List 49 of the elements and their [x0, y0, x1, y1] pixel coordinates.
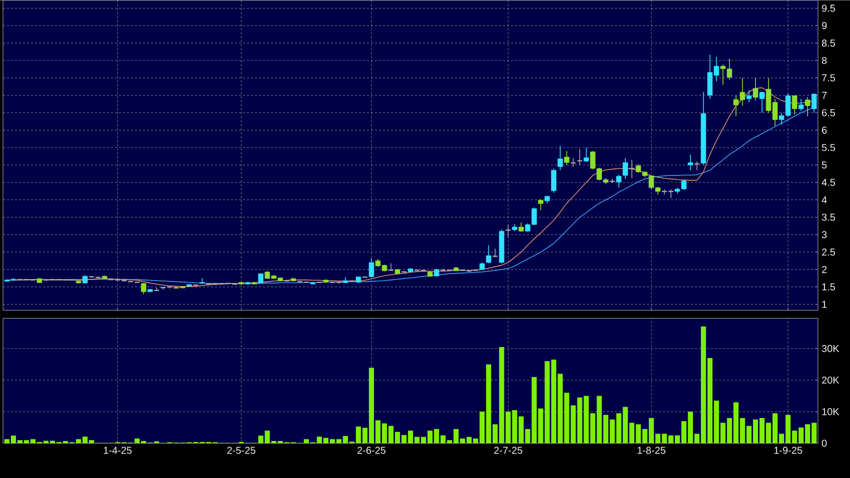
y-tick-label: 4.5 — [822, 178, 836, 186]
candlestick — [492, 248, 498, 258]
y-tick-label: 30K — [822, 344, 840, 352]
x-tick-label: 2-5-25 — [227, 446, 256, 454]
y-tick-label: 1.5 — [822, 283, 836, 290]
y-tick-label: 7 — [822, 92, 827, 99]
y-tick-label: 3 — [822, 231, 827, 238]
y-tick-label: 5.5 — [822, 144, 836, 151]
y-tick-label: 2 — [822, 266, 827, 273]
candlestick — [804, 96, 810, 117]
x-tick-label: 2-7-25 — [494, 446, 522, 454]
candlestick — [558, 145, 563, 171]
y-tick-label: 20K — [822, 376, 840, 384]
candlestick — [486, 244, 492, 264]
candlestick — [752, 77, 758, 101]
x-tick-label: 1-8-25 — [638, 446, 666, 454]
y-tick-label: 4 — [822, 196, 827, 204]
candlestick — [759, 91, 765, 114]
y-tick-label: 2.5 — [822, 248, 836, 256]
candlestick — [564, 150, 570, 166]
y-tick-label: 8.5 — [822, 39, 836, 47]
y-tick-label: 5 — [822, 161, 827, 168]
candlestick — [798, 98, 804, 112]
x-tick-label: 1-4-25 — [104, 446, 132, 454]
candlestick — [551, 168, 556, 194]
y-tick-label: 3.5 — [822, 214, 836, 221]
y-tick-label: 10K — [822, 408, 840, 416]
y-tick-label: 1 — [822, 300, 827, 308]
candlestick — [622, 158, 628, 180]
y-tick-label: 7.5 — [822, 74, 836, 82]
candlestick — [688, 154, 694, 171]
y-tick-label: 9 — [822, 22, 827, 30]
candlestick — [518, 222, 524, 232]
x-tick-label: 2-6-25 — [358, 446, 386, 454]
candlestick — [368, 258, 374, 278]
candlestick — [584, 147, 589, 162]
y-tick-label: 6.5 — [822, 109, 836, 116]
y-tick-label: 9.5 — [822, 4, 836, 12]
y-tick-label: 6 — [822, 126, 827, 134]
candlestick — [792, 94, 798, 115]
x-tick-label: 1-9-25 — [774, 446, 802, 454]
candlestick — [576, 148, 583, 166]
candlestick — [388, 262, 394, 272]
candlestick — [616, 174, 622, 188]
candlestick — [538, 198, 544, 211]
candlestick — [746, 90, 752, 103]
candlestick — [811, 93, 817, 114]
y-tick-label: 0 — [822, 440, 827, 447]
y-tick-label: 8 — [822, 56, 827, 64]
